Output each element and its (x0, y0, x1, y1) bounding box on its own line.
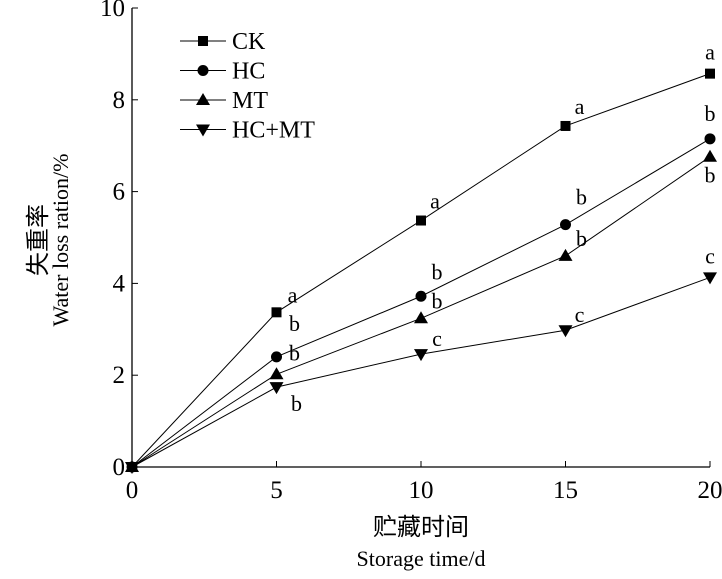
legend-label: MT (232, 88, 268, 114)
series-line (132, 74, 710, 467)
significance-label: a (430, 189, 440, 214)
legend-label: CK (232, 29, 266, 55)
y-axis-label: Water loss ration/% (48, 154, 73, 327)
y-tick-label: 2 (113, 362, 126, 389)
data-point (270, 382, 284, 394)
axes: 0 5 10 15 20 0 2 4 6 8 10 (100, 0, 722, 504)
significance-label: b (289, 340, 300, 365)
significance-label: b (289, 311, 300, 336)
legend-marker (198, 36, 208, 46)
series-ck: a a a a (127, 40, 715, 472)
data-point (416, 291, 427, 302)
legend-label: HC+MT (232, 118, 315, 144)
significance-label: a (288, 282, 298, 307)
y-tick-label: 10 (100, 0, 125, 22)
y-tick-label: 8 (113, 87, 126, 114)
x-axis-label-cn: 贮藏时间 (373, 514, 469, 541)
y-tick-label: 0 (113, 454, 126, 481)
y-tick-label: 4 (113, 270, 126, 297)
legend-label: HC (232, 59, 265, 85)
data-point (559, 249, 573, 261)
significance-label: b (432, 288, 443, 313)
significance-label: b (291, 391, 302, 416)
data-point (416, 216, 426, 226)
data-point (560, 219, 571, 230)
y-tick-label: 6 (113, 179, 126, 206)
significance-label: c (705, 243, 715, 268)
data-point (270, 367, 284, 379)
significance-label: b (576, 226, 587, 251)
data-point (703, 272, 717, 284)
x-tick-label: 20 (698, 477, 722, 504)
data-point (271, 351, 282, 362)
x-tick-label: 5 (270, 477, 283, 504)
legend: CK HC MT HC+MT (180, 29, 315, 144)
significance-label: b (432, 259, 443, 284)
significance-label: b (576, 185, 587, 210)
x-tick-label: 15 (553, 477, 578, 504)
significance-label: c (432, 326, 442, 351)
legend-marker (196, 93, 210, 105)
significance-label: b (705, 101, 716, 126)
data-point (414, 311, 428, 323)
significance-label: a (705, 40, 715, 65)
significance-label: c (575, 302, 585, 327)
legend-marker (198, 65, 209, 76)
data-point (703, 150, 717, 162)
significance-label: a (575, 94, 585, 119)
series-line (132, 277, 710, 467)
legend-marker (196, 125, 210, 137)
data-point (705, 133, 716, 144)
x-tick-label: 0 (126, 477, 139, 504)
x-axis-label: Storage time/d (357, 546, 486, 571)
data-point (272, 307, 282, 317)
legend-item: HC (180, 59, 265, 85)
legend-item: MT (180, 88, 268, 114)
data-point (561, 121, 571, 131)
legend-item: CK (180, 29, 266, 55)
legend-item: HC+MT (180, 118, 315, 144)
x-tick-label: 10 (409, 477, 434, 504)
significance-label: b (705, 163, 716, 188)
data-point (705, 69, 715, 79)
series-line (132, 139, 710, 467)
